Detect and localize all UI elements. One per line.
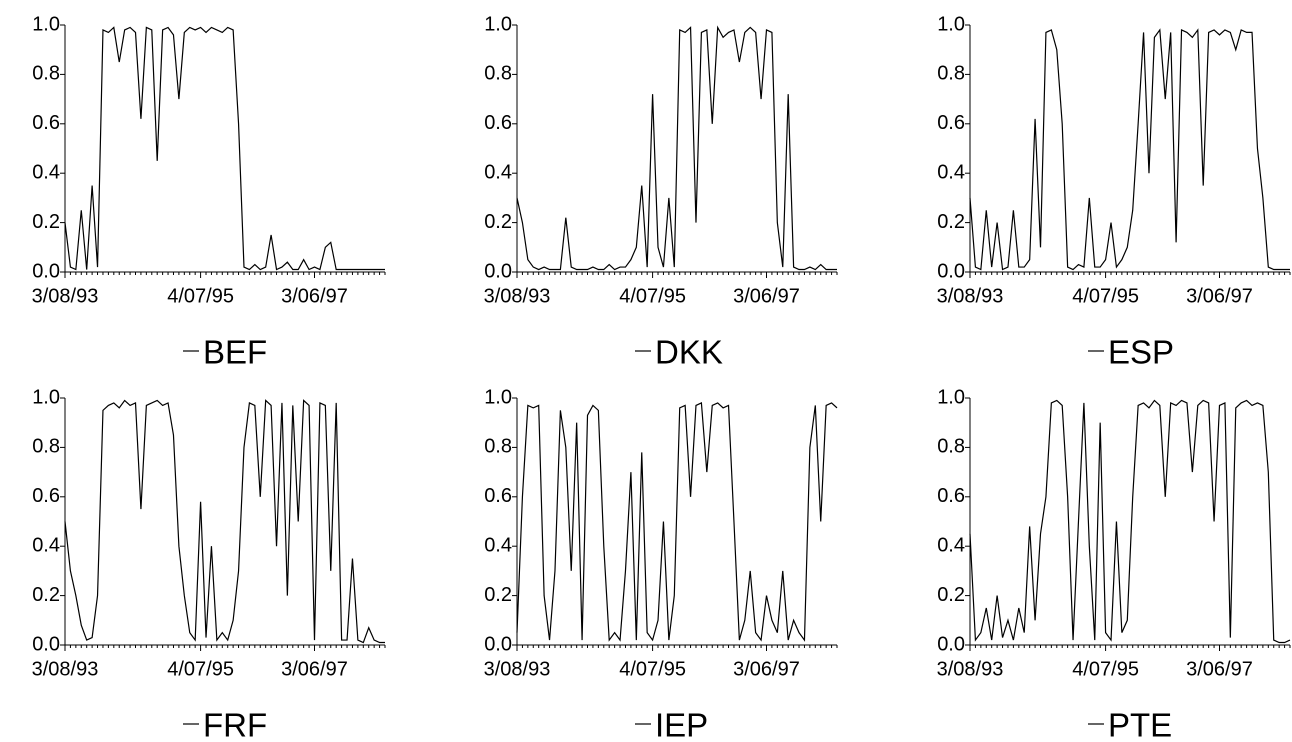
x-tick-label: 3/06/97 — [1186, 285, 1253, 307]
x-tick-label: 3/08/93 — [937, 285, 1004, 307]
y-tick-label: 1.0 — [937, 386, 965, 408]
x-tick-label: 4/07/95 — [619, 658, 686, 680]
y-tick-label: 0.8 — [484, 63, 512, 85]
series-line — [969, 399, 1291, 644]
y-tick-label: 1.0 — [484, 386, 512, 408]
x-tick-label: 3/06/97 — [733, 285, 800, 307]
y-tick-label: 0.4 — [32, 161, 60, 183]
y-tick-label: 0.4 — [484, 161, 512, 183]
y-tick-label: 0.4 — [937, 161, 965, 183]
y-tick-label: 0.0 — [32, 633, 60, 655]
x-tick-label: 4/07/95 — [619, 285, 686, 307]
y-tick-label: 0.8 — [937, 63, 965, 85]
y-tick-label: 0.4 — [937, 534, 965, 556]
y-tick-label: 0.2 — [32, 211, 60, 233]
y-tick-label: 0.0 — [484, 260, 512, 282]
y-tick-label: 1.0 — [937, 13, 965, 35]
y-tick-label: 0.8 — [937, 436, 965, 458]
y-tick-label: 0.4 — [32, 534, 60, 556]
x-tick-label: 4/07/95 — [1072, 285, 1139, 307]
y-tick-label: 0.0 — [484, 633, 512, 655]
y-tick-label: 0.0 — [32, 260, 60, 282]
y-tick-label: 0.0 — [937, 633, 965, 655]
y-tick-label: 0.2 — [484, 584, 512, 606]
legend-label: IEP — [655, 707, 708, 742]
y-tick-label: 1.0 — [32, 386, 60, 408]
x-tick-label: 3/06/97 — [281, 285, 348, 307]
x-tick-label: 3/06/97 — [1186, 658, 1253, 680]
x-tick-label: 3/08/93 — [484, 658, 551, 680]
y-tick-label: 0.8 — [32, 63, 60, 85]
y-tick-label: 0.2 — [484, 211, 512, 233]
y-tick-label: 0.6 — [937, 485, 965, 507]
x-tick-label: 3/08/93 — [32, 285, 99, 307]
legend-label: FRF — [203, 707, 267, 742]
series-line — [969, 28, 1290, 271]
y-tick-label: 0.6 — [484, 485, 512, 507]
y-tick-label: 0.8 — [484, 436, 512, 458]
legend-label: DKK — [655, 334, 723, 371]
y-tick-label: 0.6 — [484, 112, 512, 134]
y-tick-label: 0.8 — [32, 436, 60, 458]
y-tick-label: 0.2 — [32, 584, 60, 606]
x-tick-label: 3/08/93 — [937, 658, 1004, 680]
legend-label: PTE — [1108, 707, 1172, 742]
y-tick-label: 0.2 — [937, 211, 965, 233]
y-tick-label: 0.6 — [937, 112, 965, 134]
series-line — [516, 25, 837, 271]
x-tick-label: 4/07/95 — [1072, 658, 1139, 680]
y-tick-label: 0.0 — [937, 260, 965, 282]
y-tick-label: 0.6 — [32, 485, 60, 507]
x-tick-label: 4/07/95 — [167, 285, 234, 307]
y-tick-label: 0.2 — [937, 584, 965, 606]
y-tick-label: 0.6 — [32, 112, 60, 134]
x-tick-label: 3/06/97 — [733, 658, 800, 680]
x-tick-label: 3/08/93 — [484, 285, 551, 307]
legend-label: ESP — [1108, 334, 1174, 371]
series-line — [64, 26, 385, 271]
x-tick-label: 3/06/97 — [281, 658, 348, 680]
legend-label: BEF — [203, 334, 267, 371]
series-line — [516, 402, 838, 642]
series-line — [64, 399, 385, 644]
y-tick-label: 0.4 — [484, 534, 512, 556]
x-tick-label: 3/08/93 — [32, 658, 99, 680]
y-tick-label: 1.0 — [32, 13, 60, 35]
y-tick-label: 1.0 — [484, 13, 512, 35]
x-tick-label: 4/07/95 — [167, 658, 234, 680]
